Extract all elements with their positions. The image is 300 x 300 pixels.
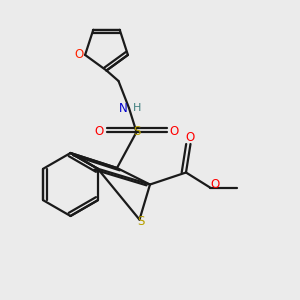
Text: S: S	[133, 125, 140, 139]
Text: S: S	[137, 214, 145, 228]
Text: O: O	[94, 125, 103, 139]
Text: O: O	[186, 131, 195, 144]
Text: N: N	[119, 101, 128, 115]
Text: H: H	[133, 103, 142, 113]
Text: O: O	[169, 125, 178, 139]
Text: O: O	[211, 178, 220, 191]
Text: O: O	[74, 49, 83, 62]
